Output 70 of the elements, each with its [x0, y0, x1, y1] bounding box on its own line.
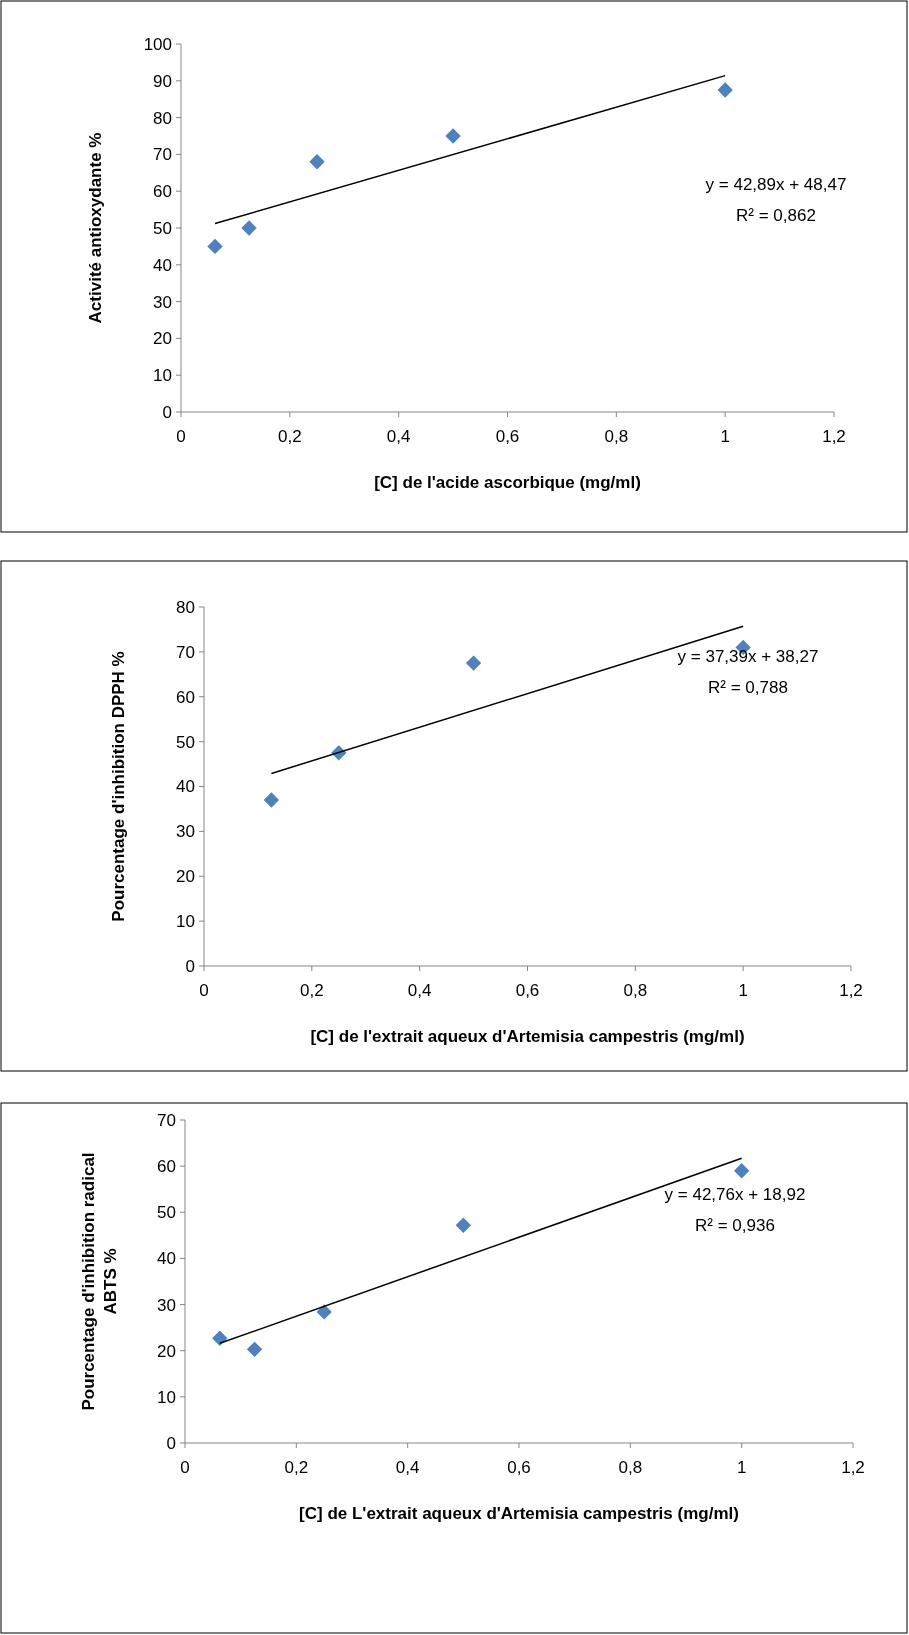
x-tick-label: 0,8: [618, 1458, 643, 1477]
annotation: y = 37,39x + 38,27: [677, 647, 819, 666]
y-tick-label: 20: [153, 329, 172, 349]
y-tick-label: 80: [176, 597, 195, 617]
y-tick-label: 40: [153, 255, 172, 275]
x-tick-label: 0,6: [507, 1458, 531, 1477]
y-tick-label: 0: [166, 1433, 176, 1453]
x-tick-label: 1,2: [822, 427, 846, 446]
x-tick-label: 0,4: [407, 981, 432, 1000]
y-tick-label: 60: [153, 182, 172, 202]
x-tick-label: 0,2: [300, 981, 324, 1000]
annotation: y = 42,76x + 18,92: [664, 1185, 806, 1204]
x-tick-label: 0,8: [604, 427, 629, 446]
x-tick-label: 0,2: [278, 427, 302, 446]
y-tick-label: 70: [176, 642, 195, 662]
y-axis-title: Activité antioxydante %: [86, 132, 105, 324]
y-tick-label: 10: [153, 366, 172, 386]
y-tick-label: 20: [157, 1341, 176, 1361]
y-tick-label: 70: [153, 145, 172, 165]
y-tick-label: 10: [176, 912, 195, 932]
point: [445, 128, 461, 144]
y-tick-label: 30: [153, 292, 172, 312]
x-tick-label: 0,6: [515, 981, 540, 1000]
x-axis-title: [C] de L'extrait aqueux d'Artemisia campestris (mg/ml): [299, 1504, 739, 1523]
x-tick-label: 1,2: [839, 981, 863, 1000]
x-tick-label: 0,2: [284, 1458, 309, 1477]
y-tick-label: 0: [185, 956, 195, 976]
y-axis-title: Pourcentage d'inhibition DPPH %: [109, 651, 128, 922]
x-tick-label: 1: [736, 1458, 747, 1477]
x-axis-title: [C] de l'extrait aqueux d'Artemisia campestris (mg/ml): [310, 1027, 745, 1046]
y-tick-label: 20: [176, 867, 195, 887]
point: [212, 1330, 228, 1346]
x-axis-title: [C] de l'acide ascorbique (mg/ml): [374, 473, 641, 492]
point: [207, 238, 223, 255]
x-tick-label: 0,4: [395, 1458, 420, 1477]
point: [246, 1341, 263, 1357]
y-axis-title: Pourcentage d'inhibition radical ABTS %: [79, 1152, 120, 1411]
point: [263, 792, 280, 808]
point: [455, 1217, 471, 1233]
y-tick-label: 60: [157, 1157, 176, 1177]
point: [241, 220, 257, 236]
y-tick-label: 10: [157, 1387, 176, 1407]
y-tick-label: 100: [143, 34, 172, 54]
y-tick-label: 70: [157, 1110, 176, 1130]
y-tick-label: 90: [153, 71, 172, 91]
point: [734, 1163, 750, 1179]
x-tick-label: 1,2: [841, 1458, 865, 1477]
y-tick-label: 30: [157, 1295, 176, 1315]
x-tick-label: 0: [199, 981, 209, 1000]
x-tick-label: 0,8: [623, 981, 648, 1000]
annotation: R² = 0,788: [708, 678, 788, 697]
y-tick-label: 80: [153, 108, 172, 128]
y-tick-label: 50: [157, 1203, 176, 1223]
y-tick-label: 50: [153, 218, 172, 238]
x-tick-label: 1: [738, 981, 748, 1000]
annotation: R² = 0,936: [695, 1216, 775, 1235]
y-tick-label: 50: [176, 732, 195, 752]
annotation: y = 42,89x + 48,47: [705, 175, 847, 194]
x-tick-label: 0,6: [495, 427, 520, 446]
y-tick-label: 0: [162, 402, 172, 422]
y-tick-label: 30: [176, 822, 195, 842]
y-tick-label: 60: [176, 687, 195, 707]
y-tick-label: 40: [176, 777, 195, 797]
x-tick-label: 1: [720, 427, 730, 446]
point: [717, 82, 733, 98]
point: [465, 655, 482, 671]
x-tick-label: 0,4: [386, 427, 411, 446]
y-tick-label: 40: [157, 1249, 176, 1269]
annotation: R² = 0,862: [736, 206, 816, 225]
point: [309, 154, 325, 170]
